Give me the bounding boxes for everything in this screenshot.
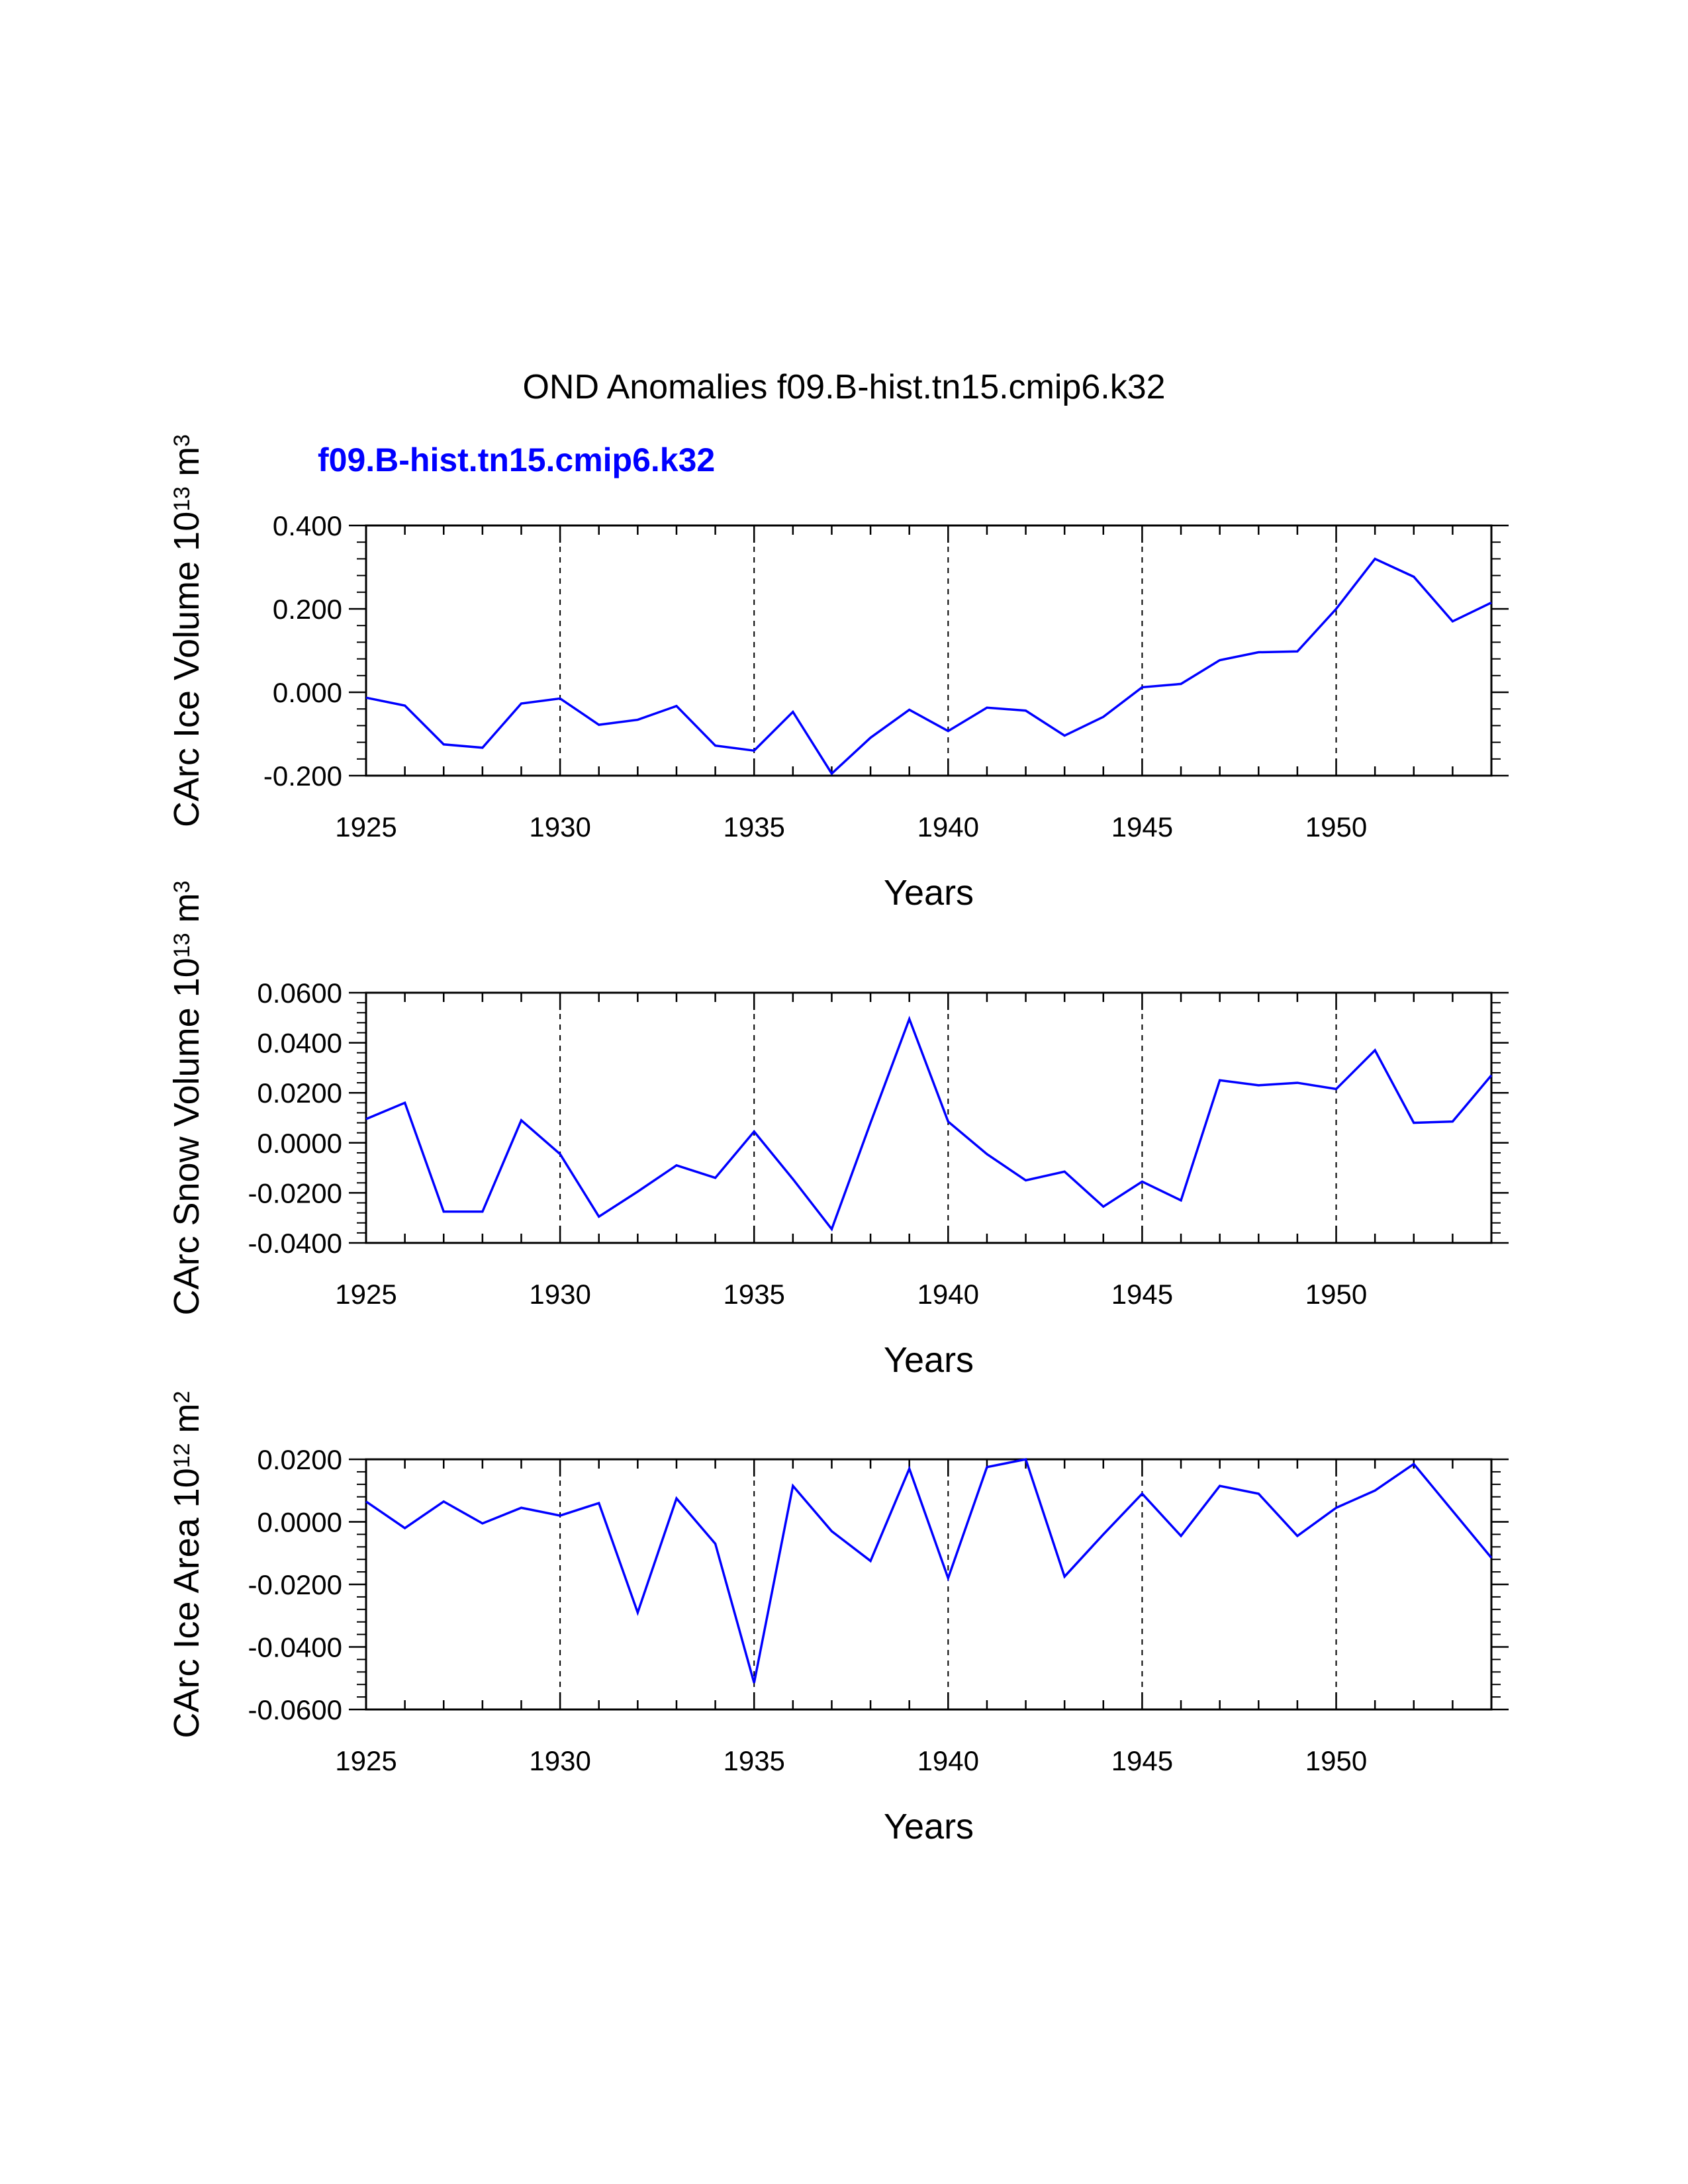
x-tick-label: 1930 bbox=[529, 811, 590, 842]
figure-title: OND Anomalies f09.B-hist.tn15.cmip6.k32 bbox=[522, 368, 1165, 406]
y-tick-label: -0.0400 bbox=[248, 1632, 342, 1663]
y-tick-label: 0.0000 bbox=[258, 1128, 342, 1159]
plot-frame bbox=[365, 1458, 1493, 1711]
x-tick-label: 1935 bbox=[723, 811, 784, 842]
x-tick-label: 1940 bbox=[917, 1279, 979, 1310]
x-tick-label: 1935 bbox=[723, 1745, 784, 1776]
y-tick-label: 0.400 bbox=[273, 510, 342, 541]
x-tick-label: 1925 bbox=[335, 811, 397, 842]
x-tick-label: 1930 bbox=[529, 1279, 590, 1310]
chart-panel-2: -0.0400 -0.0200 0.0000 0.0200 0.0400 0.0600 19… bbox=[167, 880, 1509, 1380]
x-tick-label: 1925 bbox=[335, 1745, 397, 1776]
x-tick-label: 1945 bbox=[1111, 1279, 1173, 1310]
plot-frame bbox=[365, 524, 1493, 777]
plot-frame bbox=[365, 991, 1493, 1244]
x-axis-title: Years bbox=[884, 1807, 974, 1846]
series-line bbox=[365, 1015, 1493, 1232]
x-axis-title: Years bbox=[884, 873, 974, 913]
panels-container: -0.200 0.000 0.200 0.400 1925 1930 1935 1940 194… bbox=[167, 434, 1509, 1846]
x-tick-label: 1945 bbox=[1111, 811, 1173, 842]
series-label: f09.B-hist.tn15.cmip6.k32 bbox=[318, 441, 715, 478]
x-tick-label: 1940 bbox=[917, 1745, 979, 1776]
x-tick-label: 1930 bbox=[529, 1745, 590, 1776]
y-tick-label: -0.0600 bbox=[248, 1694, 342, 1725]
chart-panel-3: -0.0600 -0.0400 -0.0200 0.0000 0.0200 1925 193… bbox=[167, 1391, 1509, 1846]
y-tick-label: 0.0200 bbox=[258, 1444, 342, 1475]
x-tick-label: 1950 bbox=[1305, 1745, 1367, 1776]
y-tick-label: 0.0200 bbox=[258, 1077, 342, 1109]
y-tick-label: -0.0400 bbox=[248, 1228, 342, 1259]
x-axis-title: Years bbox=[884, 1340, 974, 1380]
y-tick-label: -0.200 bbox=[263, 760, 342, 792]
y-axis-title: CArc Ice Volume 1013 m3 bbox=[167, 434, 207, 827]
x-tick-label: 1950 bbox=[1305, 1279, 1367, 1310]
chart-panel-1: -0.200 0.000 0.200 0.400 1925 1930 1935 1940 194… bbox=[167, 434, 1509, 913]
y-tick-label: -0.0200 bbox=[248, 1569, 342, 1600]
x-tick-label: 1945 bbox=[1111, 1745, 1173, 1776]
y-tick-label: 0.0600 bbox=[258, 978, 342, 1009]
y-axis-title: CArc Snow Volume 1013 m3 bbox=[167, 880, 207, 1315]
y-axis-title: CArc Ice Area 1012 m2 bbox=[167, 1391, 207, 1739]
y-tick-label: 0.0000 bbox=[258, 1507, 342, 1538]
x-tick-label: 1950 bbox=[1305, 811, 1367, 842]
series-line bbox=[365, 557, 1492, 776]
x-tick-label: 1935 bbox=[723, 1279, 784, 1310]
y-tick-label: -0.0200 bbox=[248, 1177, 342, 1208]
y-tick-label: 0.200 bbox=[273, 594, 342, 625]
series-line bbox=[365, 1457, 1493, 1684]
y-tick-label: 0.000 bbox=[273, 677, 342, 708]
y-tick-label: 0.0400 bbox=[258, 1028, 342, 1059]
x-tick-label: 1940 bbox=[917, 811, 979, 842]
x-tick-label: 1925 bbox=[335, 1279, 397, 1310]
